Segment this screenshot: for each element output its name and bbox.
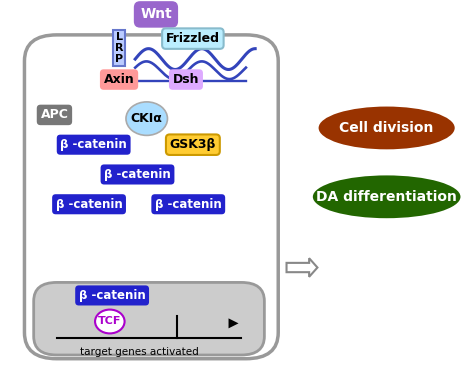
- Text: Frizzled: Frizzled: [166, 32, 220, 45]
- Text: GSK3β: GSK3β: [170, 138, 216, 151]
- Text: Cell division: Cell division: [339, 121, 434, 135]
- Text: β -catenin: β -catenin: [104, 168, 171, 181]
- Ellipse shape: [319, 106, 455, 149]
- Text: Axin: Axin: [104, 73, 135, 86]
- Circle shape: [126, 102, 167, 135]
- Text: APC: APC: [40, 108, 68, 122]
- Text: β -catenin: β -catenin: [55, 198, 122, 211]
- Ellipse shape: [313, 176, 460, 218]
- FancyBboxPatch shape: [34, 282, 264, 355]
- FancyBboxPatch shape: [25, 35, 278, 359]
- Text: L
R
P: L R P: [115, 32, 123, 64]
- Text: target genes activated: target genes activated: [81, 347, 199, 357]
- Text: β -catenin: β -catenin: [60, 138, 127, 151]
- Text: TCF: TCF: [98, 316, 121, 327]
- Text: CKIα: CKIα: [131, 112, 163, 125]
- Text: β -catenin: β -catenin: [79, 289, 146, 302]
- Text: Wnt: Wnt: [140, 8, 172, 21]
- Circle shape: [95, 310, 125, 333]
- Text: Dsh: Dsh: [173, 73, 199, 86]
- Polygon shape: [286, 258, 318, 277]
- Text: β -catenin: β -catenin: [155, 198, 222, 211]
- Text: DA differentiation: DA differentiation: [316, 190, 457, 204]
